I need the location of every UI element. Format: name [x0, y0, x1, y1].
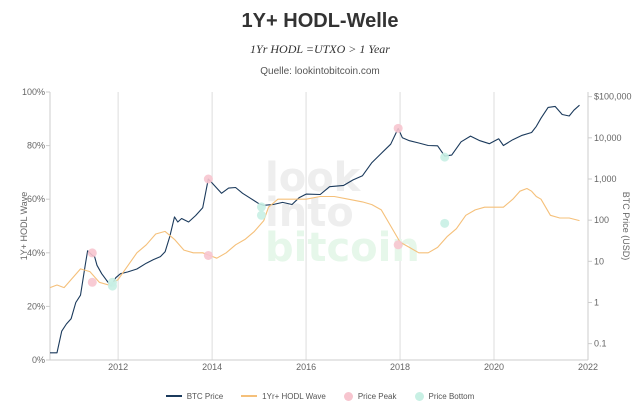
legend-item-btc-price[interactable]: BTC Price [165, 391, 224, 401]
peak-bottom-markers [87, 123, 450, 291]
y-left-tick-80: 80% [27, 141, 45, 151]
legend-item-price-bottom[interactable]: Price Bottom [414, 391, 475, 401]
y-right-tick-100000: $100,000 [594, 92, 632, 102]
legend-item-hodl-wave[interactable]: 1Yr+ HODL Wave [241, 392, 326, 401]
chart-source: Quelle: lookintobitcoin.com [260, 66, 380, 77]
y-right-tick-10: 10 [594, 256, 604, 266]
price-peak-marker-hodl-1 [87, 277, 97, 287]
y-right-tick-1: 1 [594, 297, 599, 307]
chart-subtitle: 1Yr HODL =UTXO > 1 Year [250, 42, 390, 56]
legend-label-btc-price: BTC Price [186, 391, 224, 401]
price-peak-marker-price-2 [203, 174, 213, 184]
y-right-tick-0.1: 0.1 [594, 339, 607, 349]
legend-swatch-hodl-wave [241, 395, 258, 397]
y-right-tick-1000: 1,000 [594, 174, 617, 184]
hodl-wave-line [49, 187, 580, 289]
legend: BTC Price 1Yr+ HODL Wave Price Peak Pric… [0, 389, 640, 403]
legend-label-price-bottom: Price Bottom [428, 391, 475, 401]
watermark-look: look [265, 155, 362, 201]
price-bottom-marker-hodl-3 [440, 218, 450, 228]
hodl-wave-chart: look into bitcoin 2012 2014 2016 2018 2020 20… [19, 87, 632, 372]
y-right-tick-100: 100 [594, 215, 609, 225]
axes: 2012 2014 2016 2018 2020 20220%20%40%60%80%10… [22, 87, 632, 372]
y-left-tick-40: 40% [27, 248, 45, 258]
legend-label-hodl-wave: 1Yr+ HODL Wave [262, 391, 326, 401]
watermark-logo: look into bitcoin [265, 155, 420, 271]
x-tick-2022: 2022 [578, 362, 598, 372]
price-bottom-marker-price-1 [107, 281, 117, 291]
y-axis-right-label: BTC Price (USD) [621, 192, 631, 261]
price-bottom-marker-hodl-2 [256, 210, 266, 220]
legend-swatch-btc-price [165, 395, 182, 397]
legend-swatch-price-peak [343, 391, 353, 401]
legend-swatch-price-bottom [414, 391, 424, 401]
y-left-tick-0: 0% [32, 355, 45, 365]
y-axis-left-label: 1Y+ HODL Wave [19, 192, 29, 261]
chart-title: 1Y+ HODL-Welle [241, 10, 399, 32]
legend-item-price-peak[interactable]: Price Peak [343, 391, 397, 401]
x-tick-2014: 2014 [202, 362, 222, 372]
y-left-tick-60: 60% [27, 194, 45, 204]
y-right-tick-10000: 10,000 [594, 133, 622, 143]
price-peak-marker-hodl-3 [393, 240, 403, 250]
price-peak-marker-price-1 [87, 248, 97, 258]
x-tick-2012: 2012 [108, 362, 128, 372]
y-left-tick-20: 20% [27, 301, 45, 311]
x-tick-2018: 2018 [390, 362, 410, 372]
price-peak-marker-price-3 [393, 123, 403, 133]
legend-label-price-peak: Price Peak [357, 391, 397, 401]
price-bottom-marker-price-3 [440, 152, 450, 162]
x-tick-2020: 2020 [484, 362, 504, 372]
price-bottom-marker-price-2 [256, 202, 266, 212]
price-peak-marker-hodl-2 [203, 250, 213, 260]
y-left-tick-100: 100% [22, 87, 45, 97]
x-tick-2016: 2016 [296, 362, 316, 372]
